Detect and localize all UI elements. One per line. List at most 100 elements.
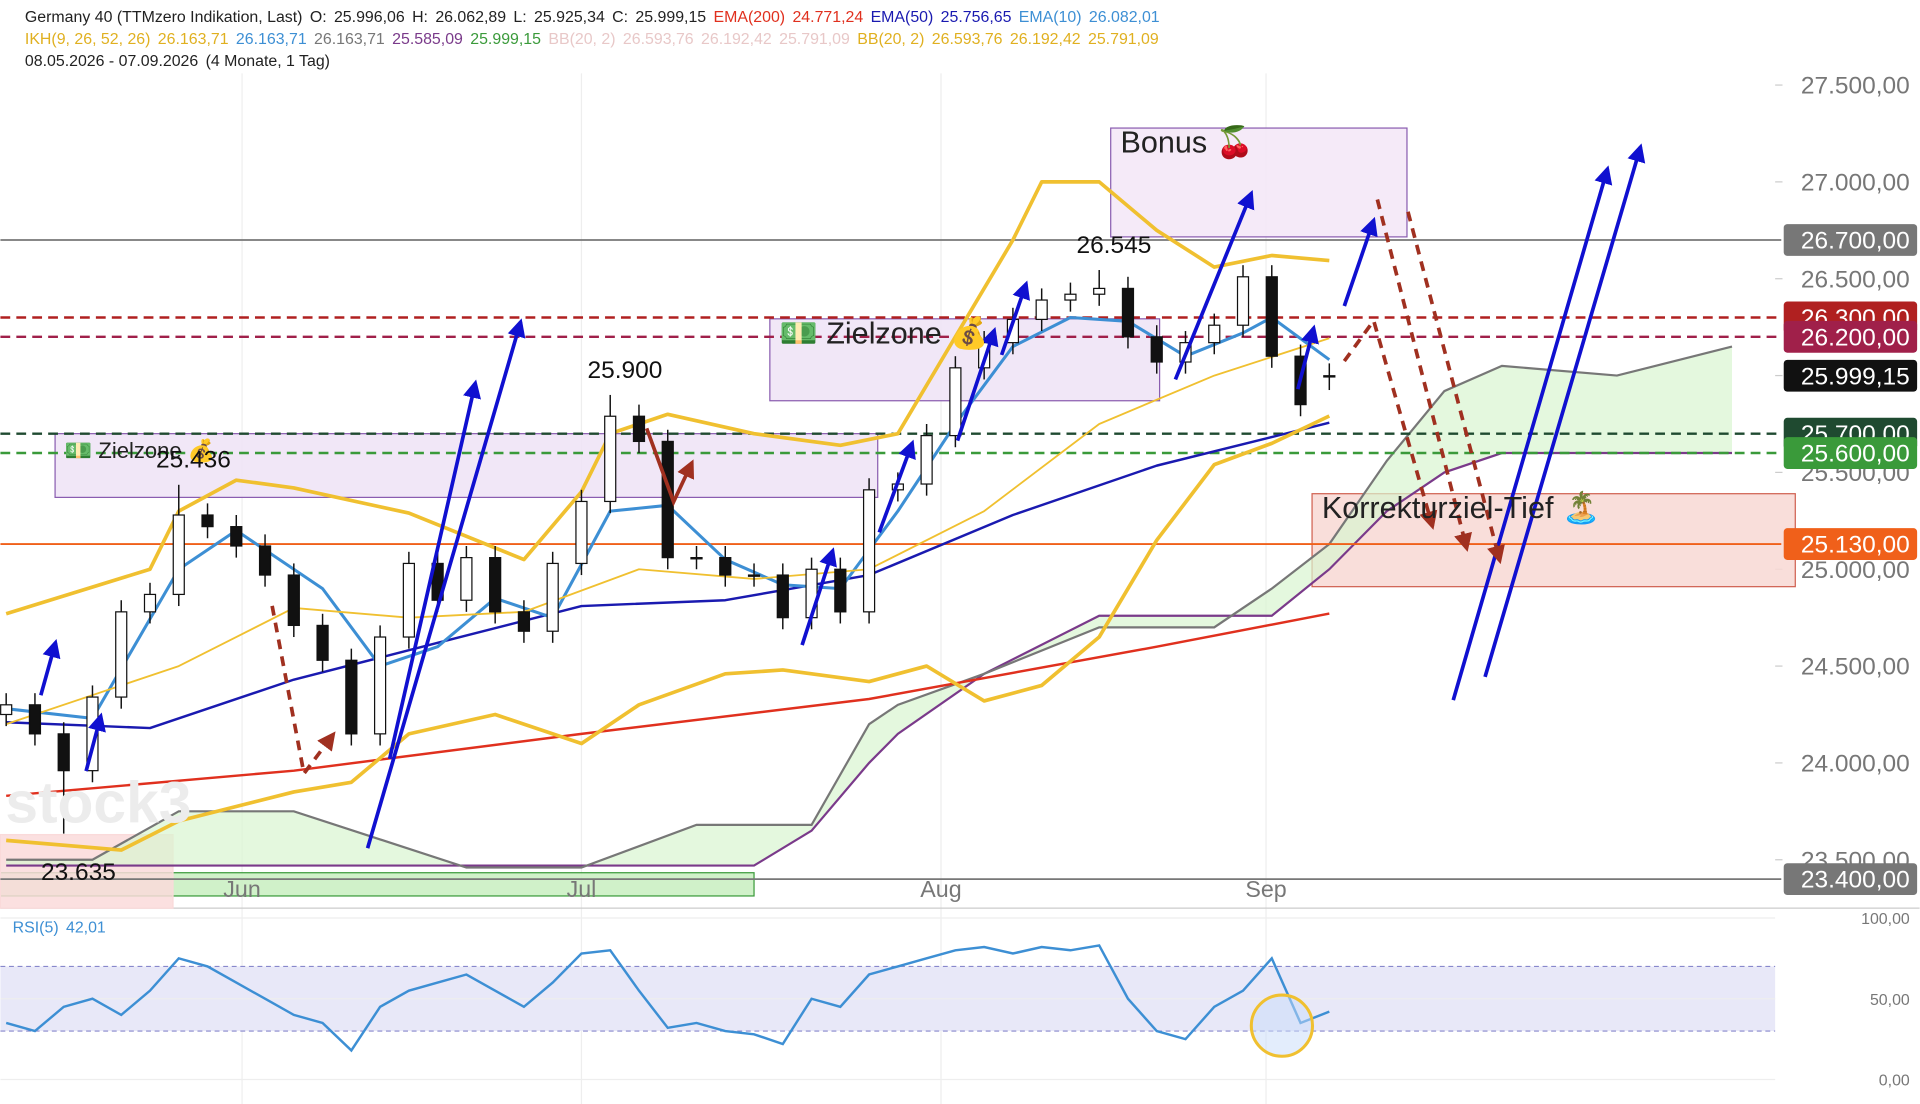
candle-body [489,557,502,613]
indicator-line [6,421,1330,730]
annotation: 26.545 [1076,232,1151,259]
candle-body [719,557,732,576]
level-label: 25.130,00 [1801,532,1910,559]
plot-layers [0,73,1920,1104]
header-item: 26.082,01 [1089,9,1160,26]
candle-body [1236,276,1250,326]
cloud-span [6,345,1733,869]
arrow [1406,211,1505,565]
y-tick-label: 27.500,00 [1801,73,1910,100]
indicator-line [5,337,1330,726]
y-tick-label: 27.000,00 [1801,169,1910,196]
header-item: 25.999,15 [470,31,541,48]
annotation: 25.900 [587,357,662,384]
level-label: 26.200,00 [1801,324,1910,351]
level-label: 25.600,00 [1801,441,1910,468]
arrow [1342,216,1378,307]
header-item: 24.771,24 [792,9,863,26]
candle-body [834,568,847,613]
arrow [1375,199,1472,552]
candle-body [1121,287,1135,338]
candle-body [287,574,300,627]
header-item: EMA(50) [871,9,934,26]
level-box [1783,528,1918,560]
header-line: IKH(9, 26, 52, 26) 26.163,71 26.163,71 26.1… [25,31,1159,48]
header-item: 26.192,42 [701,31,772,48]
candle-body [28,704,42,735]
header-item: 26.163,71 [158,31,229,48]
header-item: BB(20, 2) [857,31,924,48]
header-item: 26.062,89 [435,9,506,26]
arrow [1173,189,1255,381]
y-tick-label: 25.000,00 [1801,557,1910,584]
candle-body [575,500,588,565]
header-item: L: [513,9,526,26]
candle-body [1064,293,1077,301]
header-item: 26.192,42 [1010,31,1081,48]
candle-body [690,557,703,560]
candle-body [460,557,473,601]
indicator-line [6,612,1330,798]
candle-body [1265,276,1278,357]
cloud-span [6,451,1733,867]
candle-body [143,593,157,613]
candle-body [373,636,387,735]
x-tick-label: Sep [1245,876,1286,902]
rsi-tick-label: 100,00 [1861,911,1910,928]
candle-body [1150,336,1163,363]
x-tick-label: Jul [567,876,597,902]
header-item: 26.163,71 [314,31,385,48]
arrow [39,639,61,696]
zone [1110,127,1408,238]
candle-body [1035,299,1048,321]
header-item: 25.925,34 [534,9,605,26]
zone [54,433,879,498]
candle-body [57,733,70,772]
arrow [1451,165,1613,701]
arrow [999,280,1030,356]
data-layer [0,180,1782,1053]
y-tick-label: 24.000,00 [1801,750,1910,777]
arrow [644,427,695,507]
header-line: 08.05.2026 - 07.09.2026 (4 Monate, 1 Tag) [25,53,330,70]
header-item: 25.585,09 [392,31,463,48]
header-item: C: [612,9,628,26]
zone-label: 💵 Zielzone 💰 [65,438,215,464]
level-box [1783,863,1918,896]
arrow [365,318,526,849]
arrow [84,712,106,772]
header-item: 26.593,76 [932,31,1003,48]
candle-body [230,526,243,547]
background-layer [0,73,1920,1104]
header-item: BB(20, 2) [548,31,615,48]
candle-body [546,562,559,632]
header-item: 08.05.2026 - 07.09.2026 [25,53,199,70]
header-item: 26.593,76 [623,31,694,48]
y-tick-label: 24.500,00 [1801,654,1910,681]
candle-body [258,545,272,576]
zone-label: 💵 Zielzone 💰 [780,315,989,351]
level-label: 23.400,00 [1801,867,1910,894]
arrow [800,547,837,646]
rsi-value: 42,01 [66,920,106,937]
arrow [1342,316,1438,530]
level-box [1783,320,1918,353]
header-item: EMA(200) [714,9,786,26]
rsi-legend: RSI(5) 42,01 [13,920,106,937]
zone-label: Korrekturziel-Tief 🏝️ [1322,490,1600,525]
candle-body [316,624,329,661]
candle-body [402,562,415,638]
rsi-line [5,944,1330,1053]
candle-body [776,574,789,619]
arrow [1296,324,1319,390]
header-item: IKH(9, 26, 52, 26) [25,31,151,48]
arrows: 💥 💥 💥 [39,143,1646,1058]
y-tick-label: 26.500,00 [1801,266,1910,293]
candle-body [172,514,185,596]
candle-body [0,704,13,716]
candle-body [632,415,646,443]
annotation: 25.436 [156,447,231,474]
arrow [1483,143,1646,678]
annotation: 23.635 [41,859,116,886]
